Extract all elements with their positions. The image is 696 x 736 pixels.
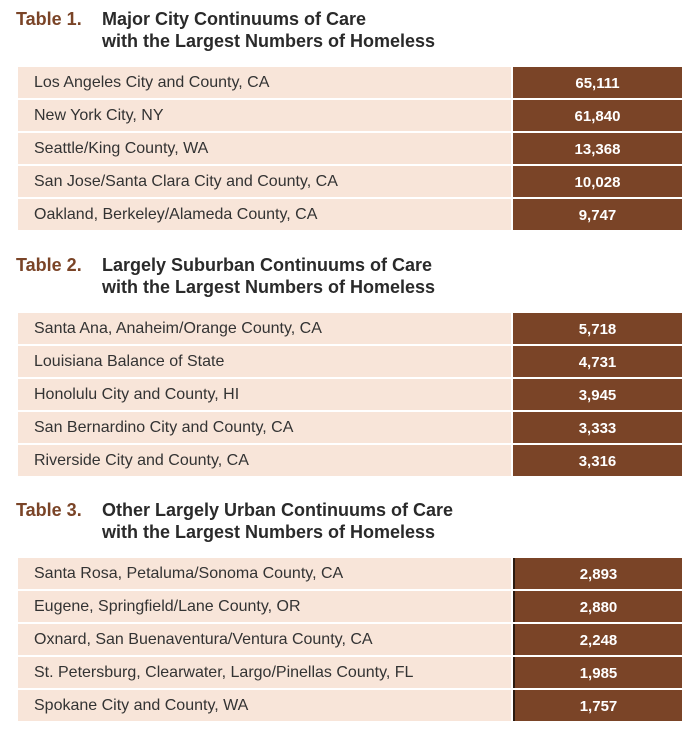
continuum-name: Riverside City and County, CA xyxy=(18,445,511,476)
table-title: Table 2. Largely Suburban Continuums of C… xyxy=(16,254,682,298)
continuum-name: Oakland, Berkeley/Alameda County, CA xyxy=(18,199,511,230)
table-row: Seattle/King County, WA 13,368 xyxy=(18,133,682,164)
continuum-name: Oxnard, San Buenaventura/Ventura County,… xyxy=(18,624,511,655)
table-row: Oxnard, San Buenaventura/Ventura County,… xyxy=(18,624,682,655)
continuum-name: Louisiana Balance of State xyxy=(18,346,511,377)
continuum-name: Los Angeles City and County, CA xyxy=(18,67,511,98)
table-row: St. Petersburg, Clearwater, Largo/Pinell… xyxy=(18,657,682,688)
table-row: Riverside City and County, CA 3,316 xyxy=(18,445,682,476)
table-row: Spokane City and County, WA 1,757 xyxy=(18,690,682,721)
continuum-name: Honolulu City and County, HI xyxy=(18,379,511,410)
table-row: San Bernardino City and County, CA 3,333 xyxy=(18,412,682,443)
homeless-count: 13,368 xyxy=(513,133,682,164)
homeless-count: 5,718 xyxy=(513,313,682,344)
title-line: with the Largest Numbers of Homeless xyxy=(102,31,436,51)
continuum-name: Santa Ana, Anaheim/Orange County, CA xyxy=(18,313,511,344)
continuum-name: New York City, NY xyxy=(18,100,511,131)
homeless-count: 3,945 xyxy=(513,379,682,410)
table-number: Table 1. xyxy=(16,9,82,29)
table-number: Table 2. xyxy=(16,255,82,275)
continuum-name: Spokane City and County, WA xyxy=(18,690,511,721)
continuum-name: Seattle/King County, WA xyxy=(18,133,511,164)
table-row: Oakland, Berkeley/Alameda County, CA 9,74… xyxy=(18,199,682,230)
homeless-count: 65,111 xyxy=(513,67,682,98)
continuum-name: San Jose/Santa Clara City and County, CA xyxy=(18,166,511,197)
continuum-name: San Bernardino City and County, CA xyxy=(18,412,511,443)
table-1: Table 1. Major City Continuums of Care wit… xyxy=(16,8,682,232)
homeless-count: 9,747 xyxy=(513,199,682,230)
homeless-count: 2,248 xyxy=(513,624,682,655)
homeless-count: 3,316 xyxy=(513,445,682,476)
title-line: Largely Suburban Continuums of Care xyxy=(102,255,433,275)
homeless-count: 2,880 xyxy=(513,591,682,622)
table-row: Santa Ana, Anaheim/Orange County, CA 5,71… xyxy=(18,313,682,344)
table-3: Table 3. Other Largely Urban Continuums o… xyxy=(16,499,682,723)
table-row: San Jose/Santa Clara City and County, CA… xyxy=(18,166,682,197)
table-title: Table 3. Other Largely Urban Continuums o… xyxy=(16,499,682,543)
table-row: Los Angeles City and County, CA 65,111 xyxy=(18,67,682,98)
table-title: Table 1. Major City Continuums of Care wit… xyxy=(16,8,682,52)
table-2: Table 2. Largely Suburban Continuums of C… xyxy=(16,254,682,478)
table-row: Eugene, Springfield/Lane County, OR 2,880 xyxy=(18,591,682,622)
homeless-count: 10,028 xyxy=(513,166,682,197)
table-row: Louisiana Balance of State 4,731 xyxy=(18,346,682,377)
homeless-count: 1,985 xyxy=(513,657,682,688)
homeless-count: 61,840 xyxy=(513,100,682,131)
homeless-count: 4,731 xyxy=(513,346,682,377)
table-row: Honolulu City and County, HI 3,945 xyxy=(18,379,682,410)
table-row: Santa Rosa, Petaluma/Sonoma County, CA 2,… xyxy=(18,558,682,589)
title-line: with the Largest Numbers of Homeless xyxy=(102,277,436,297)
continuum-name: St. Petersburg, Clearwater, Largo/Pinell… xyxy=(18,657,511,688)
homeless-count: 1,757 xyxy=(513,690,682,721)
continuum-name: Santa Rosa, Petaluma/Sonoma County, CA xyxy=(18,558,511,589)
table-number: Table 3. xyxy=(16,500,82,520)
title-line: with the Largest Numbers of Homeless xyxy=(102,522,436,542)
continuum-name: Eugene, Springfield/Lane County, OR xyxy=(18,591,511,622)
title-line: Other Largely Urban Continuums of Care xyxy=(102,500,454,520)
table-row: New York City, NY 61,840 xyxy=(18,100,682,131)
homeless-count: 2,893 xyxy=(513,558,682,589)
title-line: Major City Continuums of Care xyxy=(102,9,367,29)
homeless-count: 3,333 xyxy=(513,412,682,443)
